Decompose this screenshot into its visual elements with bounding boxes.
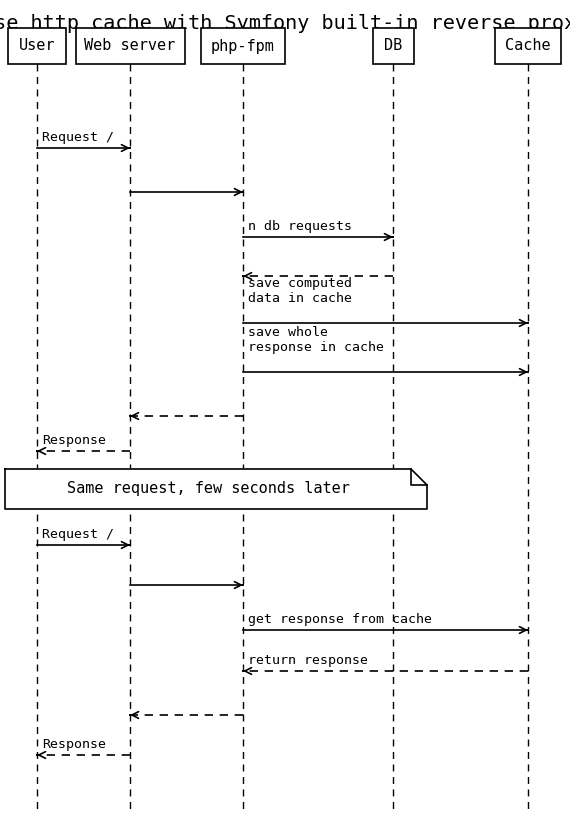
Text: php-fpm: php-fpm: [211, 39, 275, 54]
Bar: [373, 28, 413, 64]
Text: User: User: [19, 39, 55, 54]
Text: get response from cache: get response from cache: [248, 613, 432, 626]
Text: Response: Response: [42, 738, 106, 751]
Bar: [201, 28, 285, 64]
Polygon shape: [5, 469, 427, 509]
Bar: [75, 28, 185, 64]
Bar: [495, 28, 561, 64]
Text: n db requests: n db requests: [248, 220, 352, 233]
Text: save computed
data in cache: save computed data in cache: [248, 277, 352, 305]
Bar: [8, 28, 66, 64]
Text: Response: Response: [42, 434, 106, 447]
Text: Request /: Request /: [42, 131, 114, 144]
Text: Cache: Cache: [505, 39, 551, 54]
Text: Request /: Request /: [42, 528, 114, 541]
Text: save whole
response in cache: save whole response in cache: [248, 326, 384, 354]
Text: Use http cache with Symfony built-in reverse proxy: Use http cache with Symfony built-in rev…: [0, 14, 570, 33]
Text: DB: DB: [384, 39, 402, 54]
Text: Web server: Web server: [84, 39, 176, 54]
Text: Same request, few seconds later: Same request, few seconds later: [67, 481, 349, 496]
Text: return response: return response: [248, 654, 368, 667]
